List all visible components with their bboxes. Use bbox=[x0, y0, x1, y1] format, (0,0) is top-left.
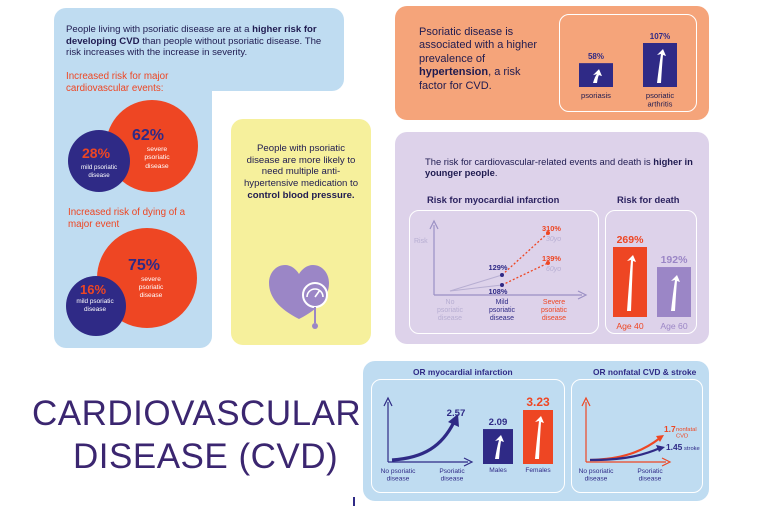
up-arrow-icon bbox=[657, 49, 666, 83]
medication-text: People with psoriatic disease are more l… bbox=[243, 143, 359, 201]
mi-age-label-3: 60yo bbox=[546, 266, 561, 273]
mi-point-label-3: 139% bbox=[542, 254, 561, 263]
hypertension-bar-value-1: 107% bbox=[650, 32, 670, 41]
mi-y-label: Risk bbox=[414, 238, 428, 245]
medication-panel: People with psoriatic disease are more l… bbox=[231, 119, 371, 345]
or-mi-title: OR myocardial infarction bbox=[413, 367, 513, 377]
mi-point-label-0: 129% bbox=[489, 263, 508, 272]
up-arrow-icon bbox=[671, 275, 680, 311]
or-stroke-x-label-0: No psoriatic disease bbox=[579, 468, 615, 483]
or-stroke-value-1: 1.45 bbox=[666, 442, 683, 452]
mi-point-2 bbox=[546, 231, 550, 235]
mi-y-arrow-icon bbox=[429, 219, 439, 230]
mi-line-30yo-left bbox=[449, 274, 503, 292]
mi-category-label-0: No psoriatic disease bbox=[437, 299, 464, 322]
or-mi-bar-value-1: 3.23 bbox=[526, 395, 550, 409]
or-stroke-name-1: stroke bbox=[684, 446, 700, 452]
up-arrow-icon bbox=[593, 69, 602, 83]
or-panel: OR myocardial infarction OR nonfatal CVD… bbox=[363, 361, 709, 501]
hypertension-chart-box: 58% psoriasis 107% psoriatic arthritis bbox=[559, 14, 697, 112]
or-mi-x-label-1: Psoriatic disease bbox=[439, 468, 465, 483]
hypertension-bar-label-0: psoriasis bbox=[581, 91, 611, 100]
or-mi-box: 2.57 No psoriatic disease Psoriatic disease 2… bbox=[371, 379, 565, 493]
events-mild-circle bbox=[68, 130, 130, 192]
up-arrow-icon bbox=[627, 255, 636, 311]
or-mi-curve bbox=[391, 421, 456, 462]
or-mi-chart: 2.57 No psoriatic disease Psoriatic disease 2… bbox=[381, 395, 553, 483]
risk-intro: People living with psoriatic disease are… bbox=[66, 24, 322, 59]
up-arrow-icon bbox=[495, 435, 504, 459]
death-mild-value: 16% bbox=[80, 282, 107, 297]
death-risk-title: Risk for death bbox=[617, 194, 680, 205]
or-mi-curve-arrow-icon bbox=[448, 414, 459, 427]
or-mi-bar-label-1: Females bbox=[525, 467, 551, 474]
mi-point-3 bbox=[546, 261, 550, 265]
death-mild-circle bbox=[66, 276, 126, 336]
or-mi-bar-label-0: Males bbox=[489, 467, 507, 474]
younger-text: The risk for cardiovascular-related even… bbox=[425, 156, 693, 179]
mi-risk-title: Risk for myocardial infarction bbox=[427, 194, 560, 205]
mi-point-label-1: 108% bbox=[489, 287, 508, 296]
death-heading: Increased risk of dying of a major event bbox=[68, 207, 186, 230]
mi-x-arrow-icon bbox=[577, 290, 588, 300]
mi-point-0 bbox=[500, 273, 504, 277]
or-mi-y-arrow-icon bbox=[383, 396, 393, 407]
or-mi-x-arrow-icon bbox=[463, 457, 474, 467]
hypertension-bar-0 bbox=[579, 63, 613, 87]
divider-mark bbox=[353, 497, 355, 506]
hypertension-panel: Psoriatic disease is associated with a h… bbox=[395, 6, 709, 120]
page-title-line2: DISEASE (CVD) bbox=[73, 437, 339, 476]
mi-line-60yo-right bbox=[501, 262, 549, 286]
or-stroke-title: OR nonfatal CVD & stroke bbox=[593, 367, 697, 377]
death-bar-label-0: Age 40 bbox=[616, 321, 643, 331]
mi-category-label-1: Mild psoriatic disease bbox=[489, 299, 516, 322]
younger-panel: The risk for cardiovascular-related even… bbox=[395, 132, 709, 344]
hypertension-chart: 58% psoriasis 107% psoriatic arthritis bbox=[579, 32, 677, 109]
events-severe-label: severe psoriatic disease bbox=[144, 146, 170, 170]
mi-point-label-2: 310% bbox=[542, 224, 561, 233]
death-bar-value-0: 269% bbox=[617, 234, 645, 246]
death-mild-label: mild psoriatic disease bbox=[76, 298, 114, 313]
death-risk-chart: 269% Age 40 192% Age 60 bbox=[613, 234, 691, 331]
or-stroke-box: 1.7 nonfatal CVD 1.45 stroke No psoriatic dise… bbox=[571, 379, 703, 493]
or-stroke-curve-arrow-1 bbox=[656, 445, 665, 452]
death-bar-value-1: 192% bbox=[661, 254, 689, 266]
or-stroke-chart: 1.7 nonfatal CVD 1.45 stroke No psoriatic dise… bbox=[579, 396, 700, 483]
events-heading: Increased risk for major cardiovascular … bbox=[66, 71, 169, 94]
death-bar-label-1: Age 60 bbox=[660, 321, 687, 331]
events-mild-value: 28% bbox=[82, 145, 111, 161]
heart-gauge-icon bbox=[269, 265, 329, 329]
hypertension-text: Psoriatic disease is associated with a h… bbox=[419, 26, 538, 92]
hypertension-bar-value-0: 58% bbox=[588, 52, 604, 61]
events-severe-value: 62% bbox=[132, 127, 165, 144]
or-stroke-x-arrow-icon bbox=[661, 457, 672, 467]
mi-category-label-2: Severe psoriatic disease bbox=[541, 299, 568, 322]
mi-point-1 bbox=[500, 283, 504, 287]
or-stroke-value-0: 1.7 bbox=[664, 424, 676, 434]
mi-line-60yo-left bbox=[449, 284, 503, 292]
or-mi-x-label-0: No psoriatic disease bbox=[381, 468, 417, 483]
mi-risk-box: Risk 129% 108% 310% 30yo 139% 60yo No psoriatic d… bbox=[409, 210, 599, 334]
up-arrow-icon bbox=[535, 416, 544, 459]
page-title-line1: CARDIOVASCULAR bbox=[32, 394, 362, 433]
or-stroke-x-label-1: Psoriatic disease bbox=[637, 468, 663, 483]
death-severe-label: severe psoriatic disease bbox=[138, 276, 164, 300]
death-severe-value: 75% bbox=[128, 257, 161, 274]
hypertension-bar-label-1: psoriatic arthritis bbox=[646, 91, 674, 109]
mi-risk-chart: Risk 129% 108% 310% 30yo 139% 60yo No psoriatic d… bbox=[414, 219, 588, 322]
or-stroke-curve-arrow-0 bbox=[656, 435, 664, 442]
or-stroke-curve-1 bbox=[589, 446, 661, 462]
mi-age-label-2: 30yo bbox=[546, 236, 561, 243]
or-stroke-name-0: nonfatal CVD bbox=[676, 427, 697, 440]
death-risk-box: 269% Age 40 192% Age 60 bbox=[605, 210, 697, 334]
events-mild-label: mild psoriatic disease bbox=[80, 164, 118, 179]
or-stroke-y-arrow-icon bbox=[581, 396, 591, 407]
or-mi-bar-value-0: 2.09 bbox=[489, 417, 508, 428]
or-mi-curve-value: 2.57 bbox=[447, 408, 466, 419]
